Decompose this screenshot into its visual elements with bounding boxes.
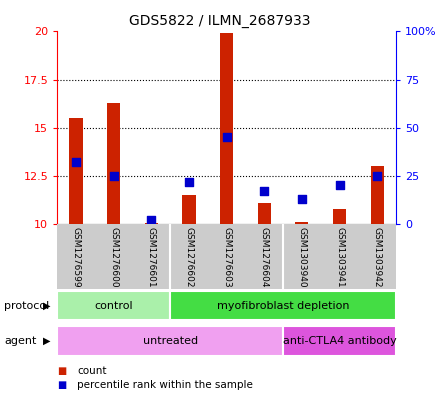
Text: untreated: untreated: [143, 336, 198, 346]
Point: [336, 182, 343, 189]
Text: ▶: ▶: [43, 336, 51, 346]
Point: [73, 159, 80, 165]
Text: control: control: [94, 301, 133, 310]
Text: myofibroblast depletion: myofibroblast depletion: [217, 301, 349, 310]
Bar: [220, 33, 233, 224]
Point: [185, 178, 192, 185]
Text: percentile rank within the sample: percentile rank within the sample: [77, 380, 253, 390]
Bar: [170, 291, 396, 320]
Bar: [57, 326, 283, 356]
Point: [148, 217, 155, 223]
Text: ▶: ▶: [43, 301, 51, 310]
Text: anti-CTLA4 antibody: anti-CTLA4 antibody: [282, 336, 396, 346]
Text: GSM1303941: GSM1303941: [335, 227, 344, 288]
Bar: [333, 209, 346, 224]
Text: count: count: [77, 366, 106, 376]
Text: agent: agent: [4, 336, 37, 346]
Text: GSM1276601: GSM1276601: [147, 227, 156, 288]
Text: GDS5822 / ILMN_2687933: GDS5822 / ILMN_2687933: [129, 14, 311, 28]
Bar: [57, 291, 170, 320]
Bar: [70, 118, 83, 224]
Text: GSM1303942: GSM1303942: [373, 227, 381, 288]
Bar: [145, 223, 158, 224]
Point: [110, 173, 117, 179]
Text: GSM1276600: GSM1276600: [109, 227, 118, 288]
Text: GSM1276603: GSM1276603: [222, 227, 231, 288]
Text: GSM1276604: GSM1276604: [260, 227, 269, 288]
Text: protocol: protocol: [4, 301, 50, 310]
Point: [223, 134, 230, 141]
Bar: [182, 195, 195, 224]
Text: GSM1276599: GSM1276599: [72, 227, 81, 288]
Point: [261, 188, 268, 195]
Bar: [283, 326, 396, 356]
Text: ■: ■: [57, 366, 66, 376]
Bar: [107, 103, 120, 224]
Text: GSM1276602: GSM1276602: [184, 227, 194, 288]
Bar: [295, 222, 308, 224]
Bar: [258, 203, 271, 224]
Text: GSM1303940: GSM1303940: [297, 227, 306, 288]
Point: [374, 173, 381, 179]
Bar: [370, 166, 384, 224]
Text: ■: ■: [57, 380, 66, 390]
Point: [298, 196, 305, 202]
